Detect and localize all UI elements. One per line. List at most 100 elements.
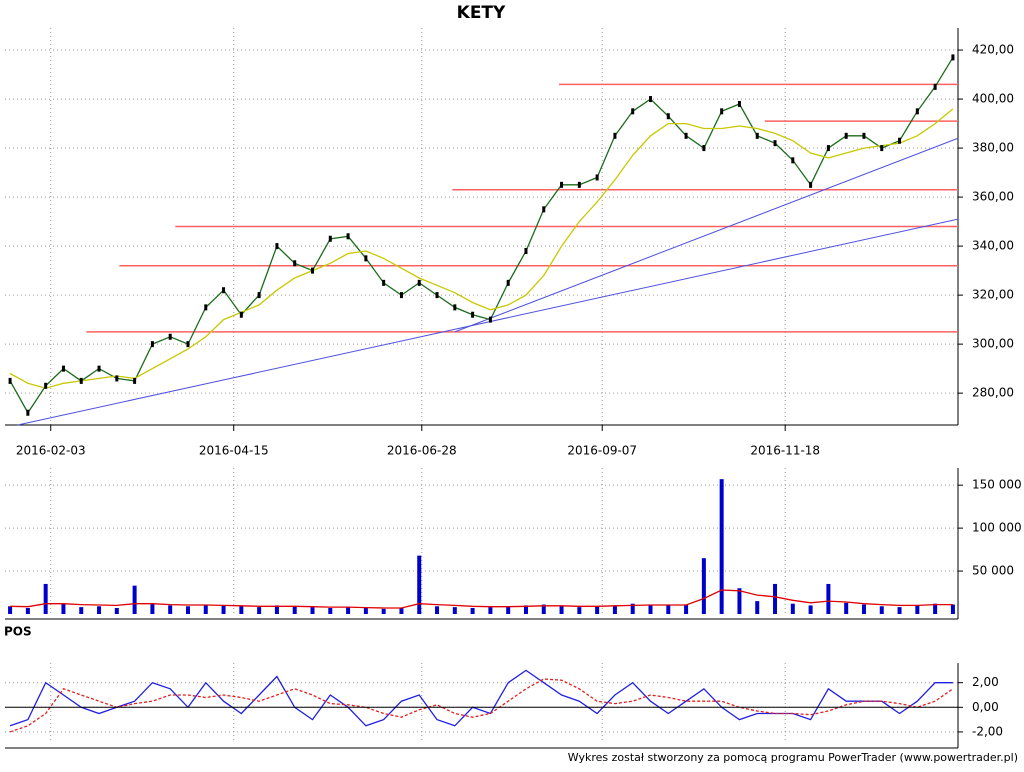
candle — [773, 140, 777, 147]
candle — [417, 279, 421, 286]
candle — [26, 409, 30, 416]
volume-bar — [559, 606, 564, 614]
y-tick-label: -2,00 — [972, 724, 1003, 738]
candle — [79, 377, 83, 384]
trend-line — [17, 218, 959, 426]
candle — [133, 377, 137, 384]
volume-bar — [915, 605, 920, 614]
volume-bar — [239, 606, 244, 614]
volume-bar — [612, 605, 617, 614]
y-tick-label: 280,00 — [972, 386, 1014, 400]
volume-bar — [630, 603, 635, 614]
volume-bar — [168, 605, 173, 614]
candle — [275, 243, 279, 250]
candle — [844, 132, 848, 139]
y-tick-label: 360,00 — [972, 190, 1014, 204]
volume-bar — [844, 602, 849, 614]
volume-bar — [346, 607, 351, 614]
volume-bar — [25, 607, 30, 614]
candle — [542, 206, 546, 213]
candle — [809, 181, 813, 188]
volume-bar — [950, 604, 955, 614]
chart-title: KETY — [457, 3, 506, 23]
volume-bar — [310, 607, 315, 614]
volume-bar — [61, 603, 66, 614]
volume-bar — [897, 607, 902, 614]
volume-bar — [488, 607, 493, 614]
volume-bar — [541, 604, 546, 614]
volume-bar — [381, 608, 386, 614]
volume-bar — [435, 606, 440, 614]
candle — [684, 132, 688, 139]
trend-line — [454, 137, 959, 333]
footer: Wykres został stworzony za pomocą progra… — [568, 751, 1018, 764]
x-tick-label: 2016-02-03 — [16, 444, 86, 458]
y-tick-label: 150 000 — [972, 478, 1022, 492]
candle — [737, 100, 741, 107]
candle — [257, 292, 261, 299]
x-tick-label: 2016-09-07 — [567, 444, 637, 458]
y-tick-label: 2,00 — [972, 675, 999, 689]
volume-bar — [97, 606, 102, 614]
volume-bar — [666, 605, 671, 614]
series-line — [9, 678, 954, 733]
candle — [97, 365, 101, 372]
volume-bar — [43, 583, 48, 614]
candle — [471, 311, 475, 318]
y-tick-label: 50 000 — [972, 564, 1014, 578]
candle — [595, 174, 599, 181]
candle — [222, 287, 226, 294]
series-line — [9, 57, 954, 414]
candle — [755, 132, 759, 139]
candle — [702, 145, 706, 152]
candle — [666, 113, 670, 120]
candle — [613, 132, 617, 139]
candle — [720, 108, 724, 115]
volume-bar — [274, 605, 279, 614]
volume-bar — [595, 606, 600, 614]
series-line — [9, 108, 954, 389]
candle — [488, 316, 492, 323]
volume-bar — [861, 604, 866, 614]
volume-bar — [399, 607, 404, 614]
volume-bar — [150, 603, 155, 614]
volume-bar — [470, 607, 475, 614]
volume-bar — [114, 607, 119, 614]
y-tick-label: 400,00 — [972, 92, 1014, 106]
volume-bar — [808, 605, 813, 614]
volume-bar — [826, 583, 831, 614]
candle — [204, 304, 208, 311]
candle — [560, 181, 564, 188]
candle — [506, 279, 510, 286]
candle — [168, 333, 172, 340]
candle — [880, 145, 884, 152]
candle — [862, 132, 866, 139]
candle — [435, 292, 439, 299]
candle — [524, 248, 528, 255]
volume-bar — [506, 606, 511, 614]
x-tick-label: 2016-11-18 — [750, 444, 820, 458]
volume-bar — [933, 603, 938, 614]
volume-bar — [328, 607, 333, 614]
volume-bar — [292, 606, 297, 614]
candle — [791, 157, 795, 164]
y-tick-label: 420,00 — [972, 43, 1014, 57]
volume-bar — [203, 604, 208, 614]
volume-bar — [577, 607, 582, 614]
volume-bar — [737, 588, 742, 614]
volume-bar — [684, 604, 689, 614]
candle — [382, 279, 386, 286]
candle — [150, 341, 154, 348]
y-tick-label: 340,00 — [972, 239, 1014, 253]
candle — [648, 96, 652, 103]
volume-bar — [417, 555, 422, 614]
series-line — [10, 589, 953, 609]
volume-bar — [879, 606, 884, 614]
y-tick-label: 100 000 — [972, 521, 1022, 535]
volume-bar — [523, 605, 528, 614]
candle — [311, 267, 315, 274]
candle — [8, 377, 12, 384]
volume-bar — [701, 558, 706, 614]
